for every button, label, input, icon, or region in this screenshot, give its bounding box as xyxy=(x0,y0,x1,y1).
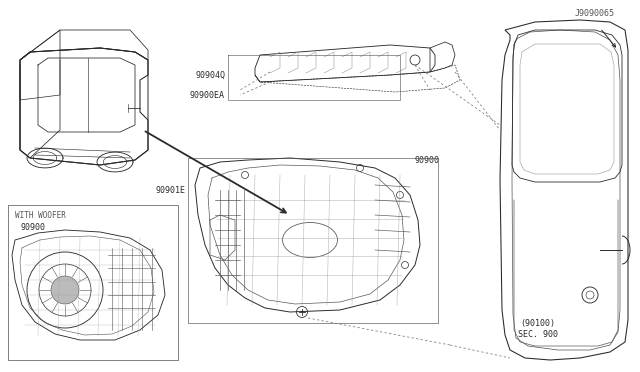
Bar xyxy=(8,205,178,360)
Text: SEC. 900: SEC. 900 xyxy=(518,330,557,339)
Circle shape xyxy=(51,276,79,304)
Text: 90900: 90900 xyxy=(20,222,45,231)
Bar xyxy=(188,158,438,323)
Text: 90900: 90900 xyxy=(415,155,440,164)
Text: (90100): (90100) xyxy=(520,319,555,328)
Text: J9090065: J9090065 xyxy=(574,9,614,17)
Text: 90904Q: 90904Q xyxy=(195,71,225,80)
Text: 90901E: 90901E xyxy=(155,186,185,195)
Text: WITH WOOFER: WITH WOOFER xyxy=(15,211,66,219)
Text: 90900EA: 90900EA xyxy=(190,90,225,99)
